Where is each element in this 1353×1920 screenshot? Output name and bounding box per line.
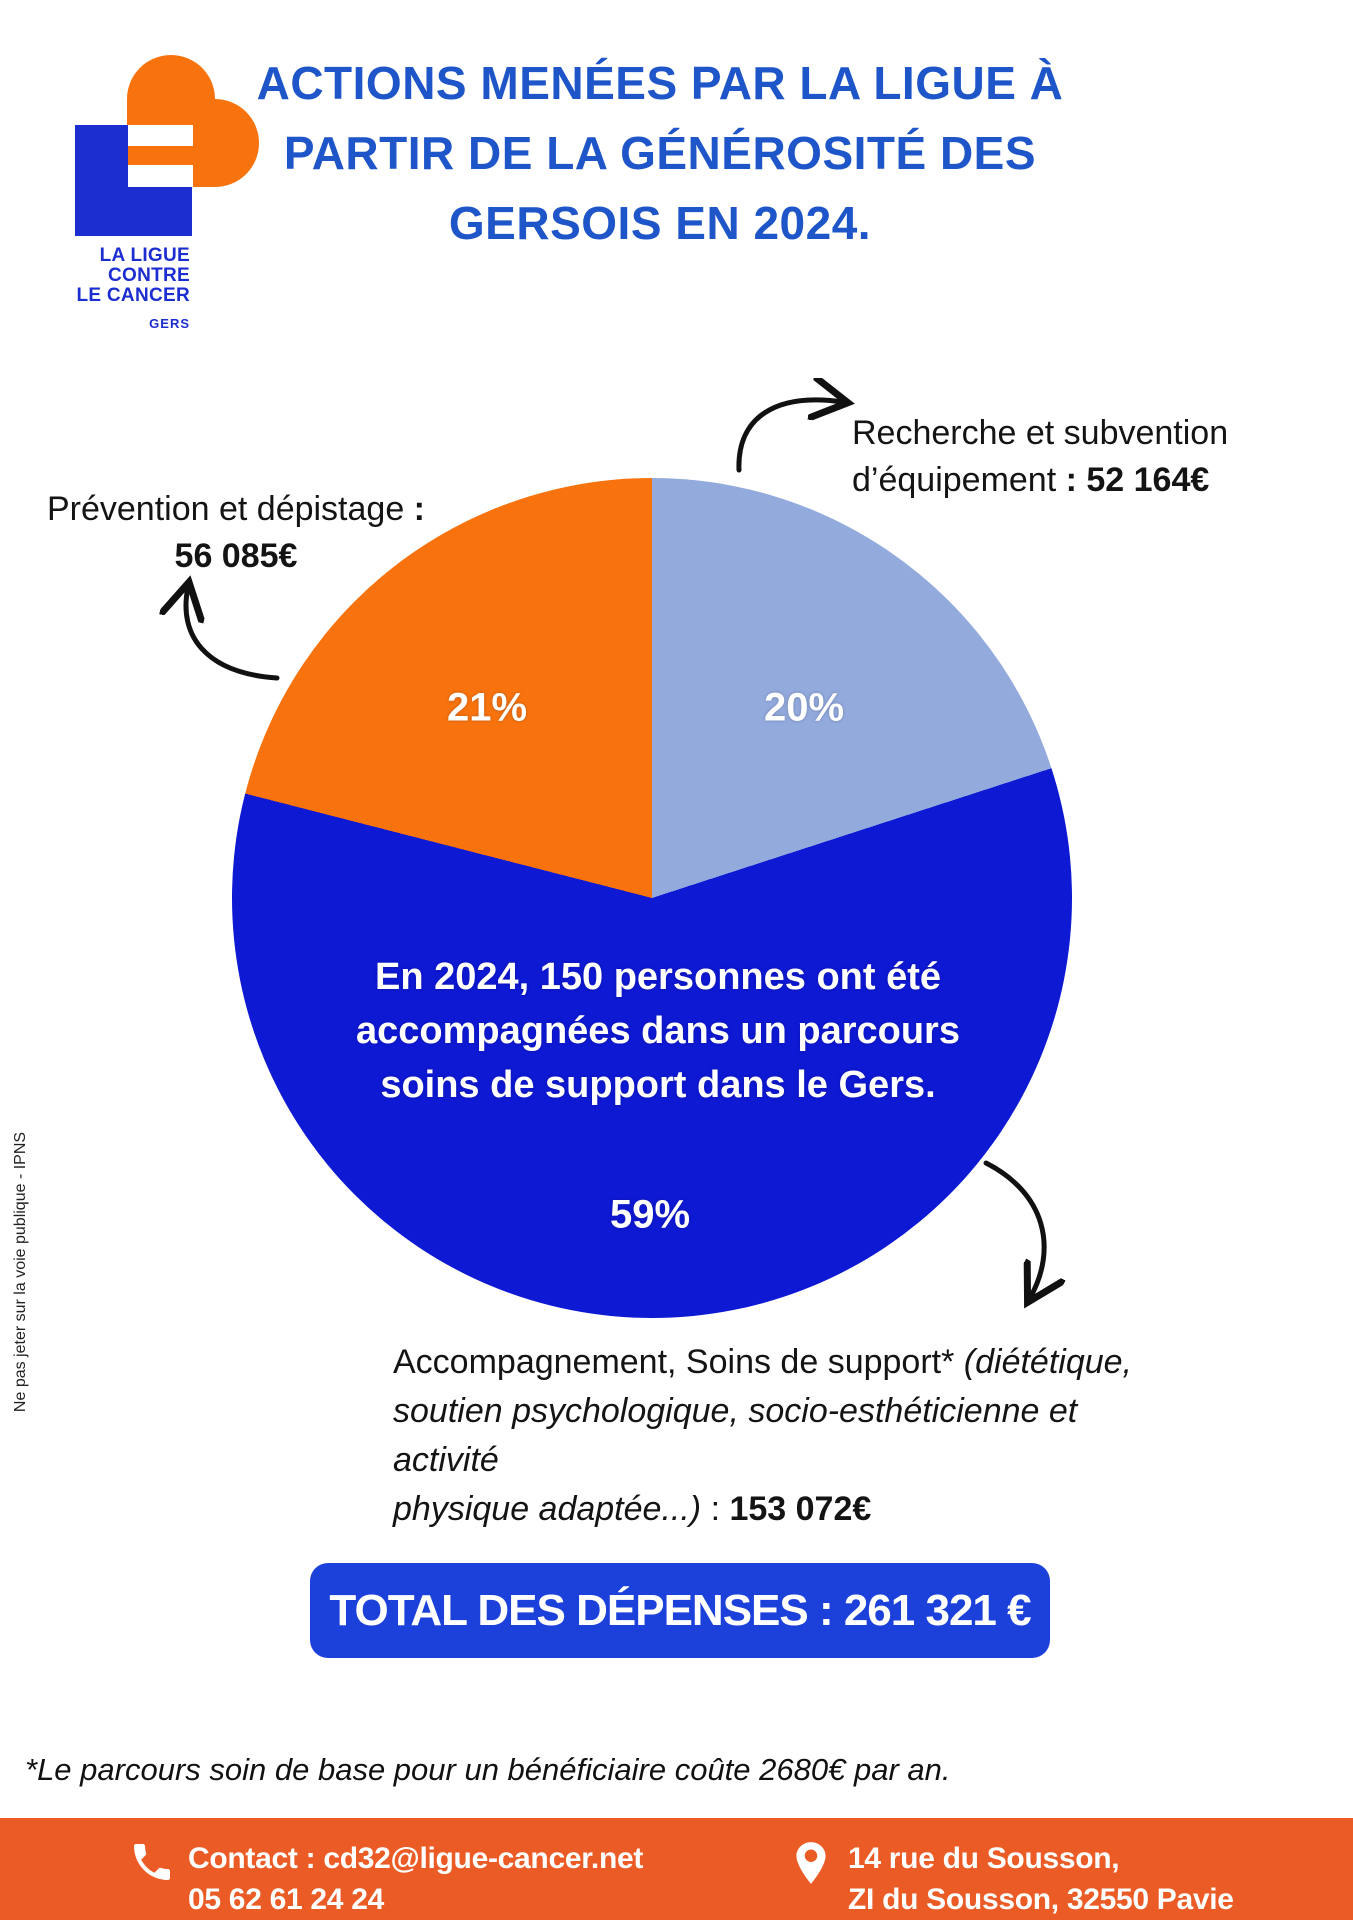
label-support-line3: physique adaptée...) : 153 072€ [393,1485,1183,1534]
page-title: ACTIONS MENÉES PAR LA LIGUE À PARTIR DE … [250,48,1070,258]
label-prevention: Prévention et dépistage : 56 085€ [18,486,454,580]
footer-contact-email: Contact : cd32@ligue-cancer.net [188,1842,644,1875]
label-support-amount: 153 072€ [729,1490,872,1528]
label-research-text: d’équipement [852,461,1066,499]
footer-address: 14 rue du Sousson, ZI du Sousson, 32550 … [848,1838,1234,1920]
label-support-line2: soutien psychologique, socio-esthéticien… [393,1392,1078,1479]
label-prevention-line1: Prévention et dépistage : [18,486,454,533]
print-side-note: Ne pas jeter sur la voie publique - IPNS [12,1131,29,1413]
footer-contact: Contact : cd32@ligue-cancer.net 05 62 61… [188,1838,643,1920]
title-line-2: PARTIR DE LA GÉNÉROSITÉ DES [283,127,1037,179]
footer-contact-phone: 05 62 61 24 24 [188,1883,384,1916]
logo-line: LA LIGUE [99,245,190,266]
title-line-1: ACTIONS MENÉES PAR LA LIGUE À [256,57,1064,109]
logo-region: GERS [149,316,190,331]
pie-annotation-line-1: En 2024, 150 personnes ont été [374,956,941,998]
arrow-to-prevention-icon [150,565,280,681]
label-support-italic: (diététique, [963,1343,1133,1381]
pie-annotation: En 2024, 150 personnes ont été accompagn… [318,950,998,1112]
label-support: Accompagnement, Soins de support* (diété… [393,1338,1183,1534]
total-expenses-label: TOTAL DES DÉPENSES : 261 321 € [329,1585,1031,1635]
label-prevention-text: Prévention et dépistage [46,490,405,528]
arrow-to-research-icon [736,378,865,473]
location-pin-icon [796,1842,826,1884]
label-research: Recherche et subvention d’équipement : 5… [852,410,1322,504]
logo-line: LE CANCER [76,285,190,306]
label-prevention-amount: 56 085€ [174,537,298,575]
label-support-sep: : [710,1490,730,1528]
ligue-cancer-heart-logo-icon [75,55,259,236]
label-research-amount: : 52 164€ [1065,461,1210,499]
label-support-text: Accompagnement, Soins de support* [393,1343,964,1381]
pie-chart [232,478,1072,1318]
pie-annotation-line-2: accompagnées dans un parcours [356,1010,960,1052]
logo-wordmark: LA LIGUE CONTRE LE CANCER GERS [38,246,190,334]
phone-icon [134,1844,170,1880]
label-research-line2: d’équipement : 52 164€ [852,457,1322,504]
label-prevention-colon: : [404,490,426,528]
arrow-to-support-icon [983,1160,1085,1323]
pie-annotation-line-3: soins de support dans le Gers. [380,1064,936,1106]
footer-address-line2: ZI du Sousson, 32550 Pavie [848,1883,1234,1916]
pie-slice-label-prevention: 21% [446,685,528,730]
label-research-line1: Recherche et subvention [852,414,1229,452]
total-expenses-banner: TOTAL DES DÉPENSES : 261 321 € [310,1563,1050,1658]
footer-bar: Contact : cd32@ligue-cancer.net 05 62 61… [0,1818,1353,1920]
logo-line: CONTRE [107,265,190,286]
footer-address-line1: 14 rue du Sousson, [848,1842,1120,1875]
pie-slice-label-support: 59% [609,1192,691,1237]
title-line-3: GERSOIS EN 2024. [448,197,872,249]
label-support-italic2: physique adaptée...) [393,1490,711,1528]
footnote: *Le parcours soin de base pour un bénéfi… [25,1752,951,1787]
label-support-line1: Accompagnement, Soins de support* (diété… [393,1338,1183,1387]
pie-slice-label-research: 20% [763,685,845,730]
